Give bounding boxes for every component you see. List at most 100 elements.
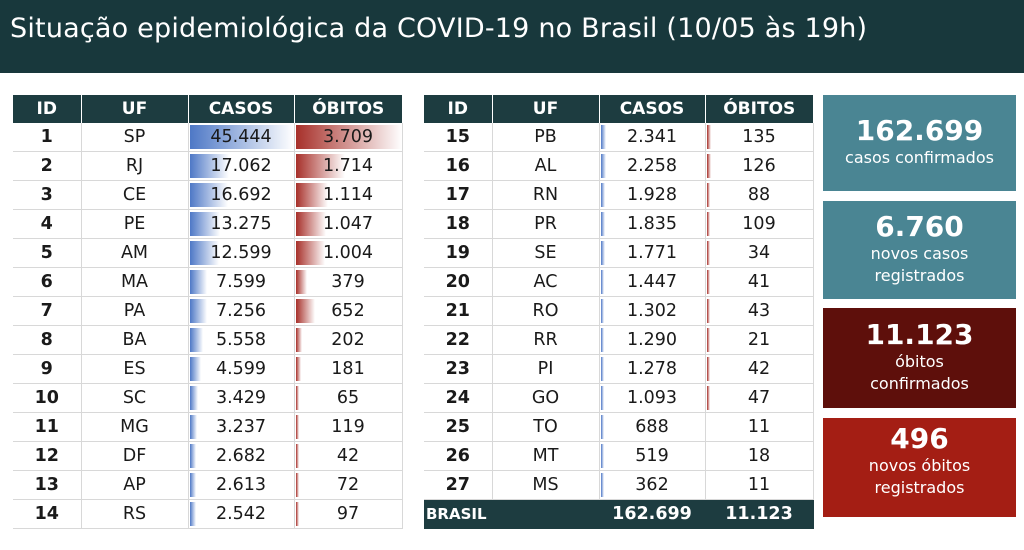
casos-value: 1.928 [626,185,678,205]
casos-bar [600,415,604,439]
obitos-value: 42 [747,359,771,379]
cell-obitos: 88 [705,180,814,210]
cell-obitos: 202 [294,325,403,355]
obitos-bar [295,154,345,178]
col-header-id: ID [13,95,82,123]
casos-bar [600,125,606,149]
cell-casos: 1.928 [599,180,706,210]
obitos-value: 97 [336,504,360,524]
obitos-value: 1.114 [322,185,374,205]
casos-bar [600,473,604,497]
col-header-obitos: ÓBITOS [705,95,813,123]
obitos-bar [295,357,301,381]
table-left: ID UF CASOS ÓBITOS 1 SP 45.444 3.709 2 RJ 17.0… [13,95,403,529]
casos-value: 5.558 [215,330,267,350]
card-novos-casos: 6.760 novos casos registrados [823,201,1016,299]
casos-bar [189,415,197,439]
obitos-value: 43 [747,301,771,321]
obitos-value: 11 [747,417,771,437]
casos-value: 362 [635,475,669,495]
cell-casos: 2.542 [188,499,295,529]
cell-id: 6 [13,267,82,297]
casos-bar [600,357,604,381]
table-row: 6 MA 7.599 379 [13,267,403,297]
obitos-bar [295,270,307,294]
obitos-bar [706,270,710,294]
cell-obitos: 72 [294,470,403,500]
cell-casos: 1.302 [599,296,706,326]
obitos-bar [295,212,326,236]
cell-uf: MA [81,267,189,297]
casos-value: 12.599 [210,243,272,263]
casos-value: 3.429 [215,388,267,408]
obitos-bar [295,473,299,497]
cell-id: 7 [13,296,82,326]
table-row: 13 AP 2.613 72 [13,470,403,500]
cell-id: 25 [424,412,493,442]
casos-bar [189,502,196,526]
obitos-value: 41 [747,272,771,292]
cell-id: 8 [13,325,82,355]
cell-uf: SP [81,123,189,152]
table-row: 2 RJ 17.062 1.714 [13,151,403,181]
cell-casos: 1.447 [599,267,706,297]
cell-uf: AM [81,238,189,268]
obitos-value: 379 [331,272,365,292]
casos-value: 1.278 [626,359,678,379]
table-row: 5 AM 12.599 1.004 [13,238,403,268]
cell-id: 22 [424,325,493,355]
cell-uf: BA [81,325,189,355]
total-label: BRASIL [424,499,600,529]
obitos-value: 18 [747,446,771,466]
obitos-value: 652 [331,301,365,321]
obitos-bar [706,212,710,236]
cell-id: 23 [424,354,493,384]
casos-value: 1.290 [626,330,678,350]
obitos-bar [295,328,302,352]
cell-casos: 17.062 [188,151,295,181]
cell-casos: 7.599 [188,267,295,297]
casos-bar [189,386,198,410]
cell-uf: RN [492,180,600,210]
casos-value: 1.093 [626,388,678,408]
obitos-bar [295,183,328,207]
cell-casos: 7.256 [188,296,295,326]
table-row: 9 ES 4.599 181 [13,354,403,384]
cell-obitos: 109 [705,209,814,239]
cell-uf: SE [492,238,600,268]
col-header-uf: UF [492,95,600,123]
cell-casos: 519 [599,441,706,471]
table-row: 3 CE 16.692 1.114 [13,180,403,210]
table-row: 21 RO 1.302 43 [424,296,814,326]
card-novos-obitos: 496 novos óbitos registrados [823,418,1016,517]
table-header-row: ID UF CASOS ÓBITOS [13,95,402,123]
card-obitos-confirmados: 11.123 óbitos confirmados [823,308,1016,408]
card-label: confirmados [870,374,969,393]
card-value: 11.123 [865,318,974,351]
casos-value: 519 [635,446,669,466]
cell-uf: RJ [81,151,189,181]
cell-uf: PA [81,296,189,326]
cell-id: 4 [13,209,82,239]
cell-obitos: 47 [705,383,814,413]
obitos-value: 1.714 [322,156,374,176]
table-row: 27 MS 362 11 [424,470,814,500]
casos-value: 1.447 [626,272,678,292]
cell-casos: 2.613 [188,470,295,500]
cell-id: 3 [13,180,82,210]
cell-uf: PE [81,209,189,239]
cell-casos: 2.682 [188,441,295,471]
obitos-value: 3.709 [322,127,374,147]
cell-obitos: 3.709 [294,123,403,152]
cell-id: 16 [424,151,493,181]
table-row: 23 PI 1.278 42 [424,354,814,384]
obitos-bar [706,154,711,178]
table-row: 11 MG 3.237 119 [13,412,403,442]
cell-uf: TO [492,412,600,442]
cell-id: 18 [424,209,493,239]
casos-value: 1.835 [626,214,678,234]
cell-obitos: 65 [294,383,403,413]
cell-uf: MG [81,412,189,442]
casos-bar [189,270,207,294]
obitos-value: 119 [331,417,365,437]
